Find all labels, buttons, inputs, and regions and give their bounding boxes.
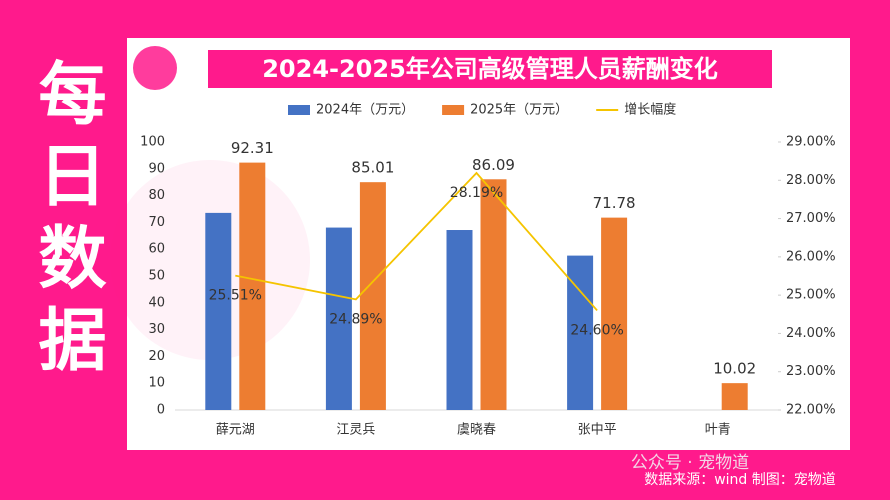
- bar: [601, 217, 628, 410]
- legend-label: 增长幅度: [624, 102, 676, 118]
- legend-swatch: [442, 105, 465, 115]
- x-tick-label: 江灵兵: [336, 423, 375, 438]
- bar: [205, 212, 232, 410]
- y-tick-label: 90: [148, 161, 165, 176]
- data-label: 28.19%: [450, 185, 503, 201]
- x-tick-label: 叶青: [705, 423, 731, 438]
- legend-swatch: [288, 105, 310, 115]
- bar: [325, 227, 352, 410]
- x-tick-label: 虞晓春: [457, 423, 496, 438]
- y-tick-label: 20: [148, 349, 165, 364]
- title-bg: [208, 50, 772, 88]
- y-tick-label: 10: [148, 376, 165, 391]
- y-tick-label: 100: [140, 135, 165, 150]
- line: [235, 171, 598, 312]
- y2-tick-label: 28.00%: [786, 173, 836, 188]
- y-tick-label: 70: [148, 215, 165, 230]
- watermark: 公众号 · 宠物道: [631, 453, 749, 473]
- data-label: 24.89%: [329, 311, 382, 327]
- y-tick-label: 40: [148, 295, 165, 310]
- y2-tick-label: 22.00%: [786, 403, 836, 418]
- y2-tick-label: 26.00%: [786, 249, 836, 264]
- legend-label: 2025年（万元）: [470, 103, 568, 118]
- y-tick-label: 0: [157, 403, 165, 418]
- y2-tick-label: 29.00%: [786, 135, 836, 150]
- logo: [133, 46, 177, 90]
- bar: [239, 162, 266, 410]
- data-label: 92.31: [231, 139, 274, 157]
- legend-label: 2024年（万元）: [316, 103, 414, 118]
- bar: [480, 179, 507, 410]
- data-label: 71.78: [593, 194, 636, 212]
- data-label: 24.60%: [570, 322, 623, 338]
- y2-tick-label: 27.00%: [786, 211, 836, 226]
- data-label: 86.09: [472, 156, 515, 174]
- y-tick-label: 80: [148, 188, 165, 203]
- side-text: 每日数据: [26, 58, 105, 386]
- y-tick-label: 30: [148, 322, 165, 337]
- y2-tick-label: 25.00%: [786, 288, 836, 303]
- y2-tick-label: 24.00%: [786, 326, 836, 341]
- data-label: 25.51%: [209, 288, 262, 304]
- y2-tick-label: 23.00%: [786, 364, 836, 379]
- y-tick-label: 60: [148, 242, 165, 257]
- x-tick-label: 薛元湖: [216, 423, 255, 438]
- chart-title: 2024-2025年公司高级管理人员薪酬变化: [262, 55, 718, 83]
- bar: [446, 230, 473, 410]
- data-label: 10.02: [713, 360, 756, 378]
- bar: [359, 182, 386, 410]
- data-label: 85.01: [351, 159, 394, 177]
- source: 数据来源：wind 制图：宠物道: [644, 472, 836, 488]
- x-tick-label: 张中平: [578, 423, 617, 438]
- bar: [721, 383, 748, 410]
- y-tick-label: 50: [148, 269, 165, 284]
